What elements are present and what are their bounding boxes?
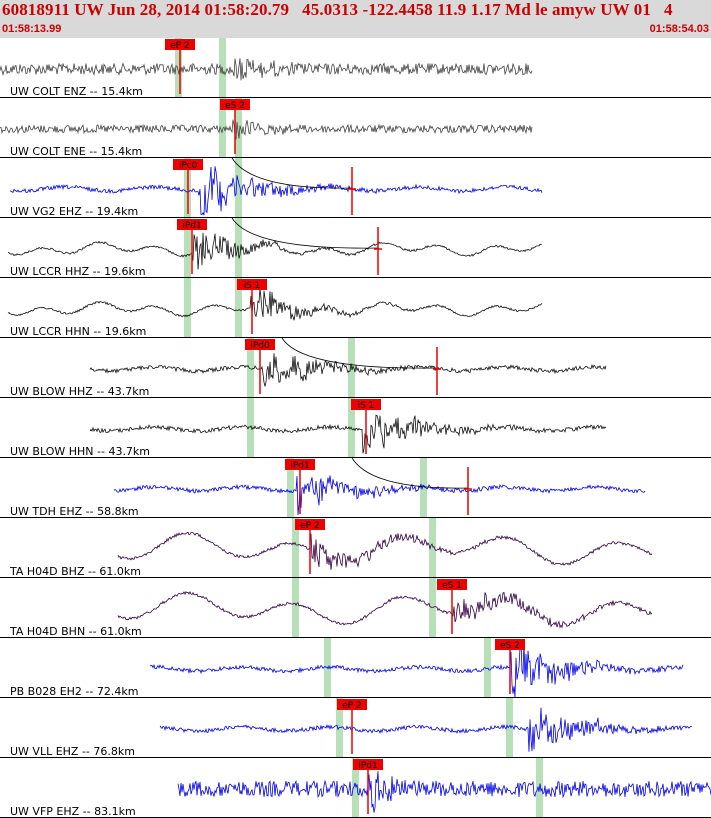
pick-label-7: iS 1 — [358, 401, 375, 411]
pick-label-9: eP 2 — [300, 521, 320, 531]
waveform-trace-9 — [117, 531, 653, 570]
pick-window-5-1 — [184, 278, 191, 338]
trace-label-3: UW VG2 EHZ -- 19.4km — [10, 205, 138, 218]
waveform-trace-8 — [113, 475, 646, 516]
pick-window-8-2 — [420, 458, 427, 518]
pick-window-1-1 — [175, 38, 182, 98]
waveform-trace-13 — [177, 771, 711, 813]
picks-layer: eP 2 eS 2 iPc0 iPd1 iS 1 iPd0 iS 1 iPd1 eP 2 eS 1… — [165, 39, 525, 814]
pick-label-box-3[interactable] — [173, 159, 203, 170]
waveform-trace-2 — [0, 119, 533, 140]
trace-label-9: TA H04D BHZ -- 61.0km — [9, 565, 141, 578]
pick-label-box-4[interactable] — [177, 219, 207, 230]
end-time: 01:58:54.03 — [649, 23, 709, 35]
trace-label-1: UW COLT ENZ -- 15.4km — [10, 85, 143, 98]
trace-label-12: UW VLL EHZ -- 76.8km — [10, 745, 135, 758]
pick-label-box-12[interactable] — [337, 699, 367, 710]
pick-label-11: eS 2 — [500, 641, 520, 651]
waveform-trace-10 — [117, 590, 653, 629]
trace-label-7: UW BLOW HHN -- 43.7km — [10, 445, 150, 458]
trace-separators-layer — [0, 97, 711, 818]
coda-curve-3 — [281, 337, 438, 369]
trace-label-10: TA H04D BHN -- 61.0km — [9, 625, 142, 638]
pick-label-12: eP 2 — [342, 701, 362, 711]
trace-label-13: UW VFP EHZ -- 83.1km — [10, 805, 136, 818]
pick-window-10-2 — [429, 578, 436, 638]
pick-label-box-10[interactable] — [437, 579, 467, 590]
pick-label-6: iPd0 — [250, 341, 270, 351]
pick-label-8: iPd1 — [290, 461, 309, 471]
coda-curve-2 — [231, 217, 379, 249]
pick-window-3-2 — [235, 158, 242, 218]
coda-curve-1 — [231, 157, 353, 189]
pick-label-box-2[interactable] — [220, 99, 250, 110]
trace-label-11: PB B028 EH2 -- 72.4km — [10, 685, 138, 698]
trace-label-2: UW COLT ENE -- 15.4km — [10, 145, 142, 158]
pick-window-6-1 — [247, 338, 254, 398]
pick-window-9-1 — [292, 518, 299, 578]
pick-label-box-6[interactable] — [245, 339, 275, 350]
trace-label-5: UW LCCR HHN -- 19.6km — [10, 325, 146, 338]
pick-window-13-1 — [352, 758, 359, 818]
waveform-trace-4 — [7, 232, 543, 270]
pick-label-13: iPd1 — [358, 761, 377, 771]
waveform-trace-5 — [7, 288, 543, 321]
pick-label-4: iPd1 — [182, 221, 201, 231]
pick-label-box-13[interactable] — [353, 759, 383, 770]
trace-label-4: UW LCCR HHZ -- 19.6km — [10, 265, 146, 278]
event-header: 60818911 UW Jun 28, 2014 01:58:20.79 45.… — [0, 0, 711, 38]
waveforms-layer — [0, 58, 711, 813]
coda-curve-4 — [351, 457, 469, 489]
seismogram-plot: eP 2 eS 2 iPc0 iPd1 iS 1 iPd0 iS 1 iPd1 eP 2 eS 1… — [0, 38, 711, 818]
waveform-trace-11 — [149, 641, 684, 698]
pick-label-1: eP 2 — [170, 41, 190, 51]
pick-label-box-8[interactable] — [285, 459, 315, 470]
waveform-trace-7 — [89, 414, 607, 454]
pick-window-12-2 — [506, 698, 513, 758]
waveform-trace-6 — [89, 353, 607, 387]
waveform-trace-12 — [159, 707, 693, 752]
pick-label-10: eS 1 — [442, 581, 462, 591]
trace-labels-layer: UW COLT ENZ -- 15.4km UW COLT ENE -- 15.4… — [9, 85, 150, 818]
event-title: 60818911 UW Jun 28, 2014 01:58:20.79 45.… — [2, 0, 673, 19]
pick-label-box-5[interactable] — [237, 279, 267, 290]
pick-label-3: iPc0 — [179, 161, 198, 171]
travel-time-curves-layer — [231, 157, 469, 489]
pick-window-2-1 — [219, 98, 226, 158]
pick-window-5-2 — [235, 278, 242, 338]
pick-window-12-1 — [336, 698, 343, 758]
pick-label-box-7[interactable] — [351, 399, 381, 410]
pick-window-9-2 — [429, 518, 436, 578]
pick-window-8-1 — [287, 458, 294, 518]
pick-window-10-1 — [292, 578, 299, 638]
trace-label-6: UW BLOW HHZ -- 43.7km — [10, 385, 149, 398]
pick-label-box-9[interactable] — [295, 519, 325, 530]
pick-window-7-1 — [247, 398, 254, 458]
waveform-trace-1 — [0, 58, 533, 81]
pick-label-box-1[interactable] — [165, 39, 195, 50]
waveform-trace-3 — [9, 166, 543, 216]
pick-window-2-2 — [235, 98, 242, 158]
pick-label-box-11[interactable] — [495, 639, 525, 650]
pick-label-5: iS 1 — [244, 281, 261, 291]
pick-label-2: eS 2 — [225, 101, 245, 111]
start-time: 01:58:13.99 — [2, 23, 62, 35]
trace-label-8: UW TDH EHZ -- 58.8km — [10, 505, 139, 518]
pick-window-4-1 — [184, 218, 191, 278]
